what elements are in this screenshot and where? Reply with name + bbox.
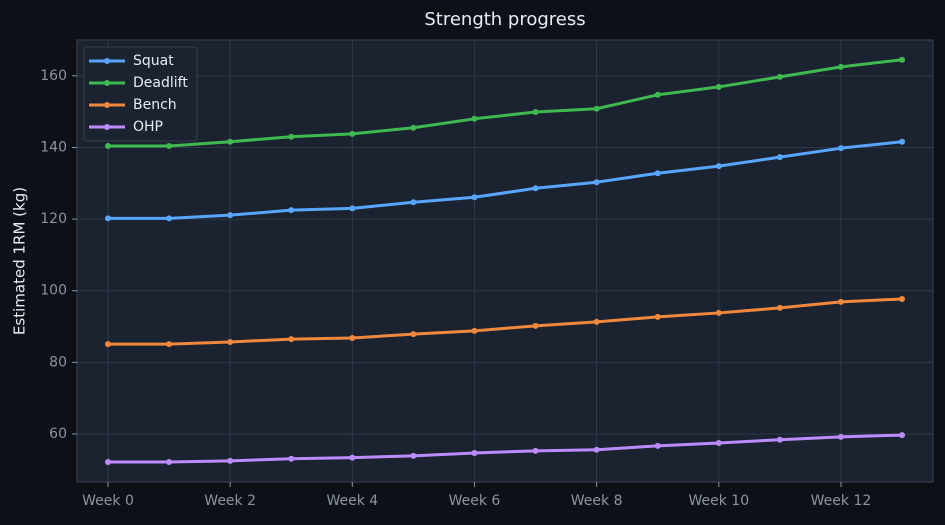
- data-point: [837, 63, 844, 70]
- data-point: [532, 322, 539, 329]
- y-tick-label: 140: [40, 139, 67, 155]
- data-point: [166, 458, 173, 465]
- data-point: [105, 458, 111, 465]
- y-tick-label: 160: [40, 68, 67, 84]
- data-point: [410, 199, 417, 206]
- y-tick-label: 100: [40, 283, 67, 299]
- legend-marker: [104, 80, 110, 86]
- plot-area: [76, 39, 934, 483]
- data-point: [166, 341, 173, 348]
- y-tick-label: 120: [40, 211, 67, 227]
- data-point: [227, 338, 234, 345]
- x-tick-label: Week 8: [571, 493, 623, 509]
- legend: Squat Deadlift Bench OHP: [83, 46, 198, 142]
- data-point: [899, 432, 906, 439]
- data-point: [349, 205, 356, 212]
- data-point: [227, 212, 234, 219]
- x-tick-label: Week 12: [811, 493, 872, 509]
- data-point: [593, 318, 600, 325]
- legend-box: [83, 46, 198, 142]
- data-point: [776, 73, 783, 80]
- data-point: [349, 130, 356, 137]
- data-point: [532, 108, 539, 115]
- data-point: [899, 138, 906, 145]
- data-point: [593, 105, 600, 112]
- data-point: [288, 133, 295, 140]
- data-point: [837, 433, 844, 440]
- data-point: [288, 455, 295, 462]
- legend-label: Bench: [133, 97, 177, 113]
- data-point: [166, 143, 173, 150]
- chart-title: Strength progress: [424, 9, 585, 30]
- data-point: [776, 154, 783, 161]
- data-point: [288, 336, 295, 343]
- data-point: [899, 56, 906, 63]
- data-point: [166, 215, 173, 222]
- data-point: [471, 194, 478, 201]
- x-tick-label: Week 2: [204, 493, 256, 509]
- legend-marker: [104, 124, 110, 130]
- data-point: [532, 447, 539, 454]
- data-point: [837, 145, 844, 152]
- data-point: [349, 454, 356, 461]
- legend-marker: [104, 58, 110, 64]
- data-point: [105, 143, 111, 150]
- data-point: [654, 170, 661, 177]
- data-point: [227, 457, 234, 464]
- data-point: [654, 313, 661, 320]
- legend-label: OHP: [133, 119, 163, 135]
- data-point: [837, 298, 844, 305]
- data-point: [105, 215, 111, 222]
- data-point: [715, 309, 722, 316]
- data-point: [349, 335, 356, 342]
- legend-label: Deadlift: [133, 75, 188, 91]
- x-tick-label: Week 0: [82, 493, 134, 509]
- y-axis-label: Estimated 1RM (kg): [11, 187, 29, 335]
- data-point: [410, 452, 417, 459]
- y-tick-label: 60: [49, 426, 67, 442]
- series-line: [108, 297, 903, 346]
- data-point: [532, 185, 539, 192]
- series-line: [108, 58, 903, 148]
- x-tick-label: Week 10: [688, 493, 749, 509]
- grid: 60 80 100 120 140 160 Week 0 Week 2 Week 4 Week 6…: [40, 40, 933, 509]
- legend-label: Squat: [133, 53, 174, 69]
- legend-marker: [104, 102, 110, 108]
- data-point: [715, 439, 722, 446]
- data-point: [715, 163, 722, 170]
- data-point: [654, 442, 661, 449]
- x-tick-label: Week 4: [326, 493, 378, 509]
- data-point: [593, 179, 600, 186]
- data-point: [776, 304, 783, 311]
- data-point: [899, 295, 906, 302]
- x-tick-label: Week 6: [449, 493, 501, 509]
- data-point: [471, 327, 478, 334]
- data-point: [654, 91, 661, 98]
- data-point: [288, 207, 295, 214]
- marks: [105, 56, 906, 465]
- data-point: [776, 436, 783, 443]
- series-line: [108, 433, 903, 464]
- data-point: [715, 83, 722, 90]
- data-point: [105, 341, 111, 348]
- data-point: [410, 331, 417, 338]
- data-point: [227, 138, 234, 145]
- data-point: [471, 115, 478, 122]
- data-point: [410, 124, 417, 131]
- y-tick-label: 80: [49, 354, 67, 370]
- data-point: [593, 446, 600, 453]
- data-point: [471, 449, 478, 456]
- series-line: [108, 140, 903, 220]
